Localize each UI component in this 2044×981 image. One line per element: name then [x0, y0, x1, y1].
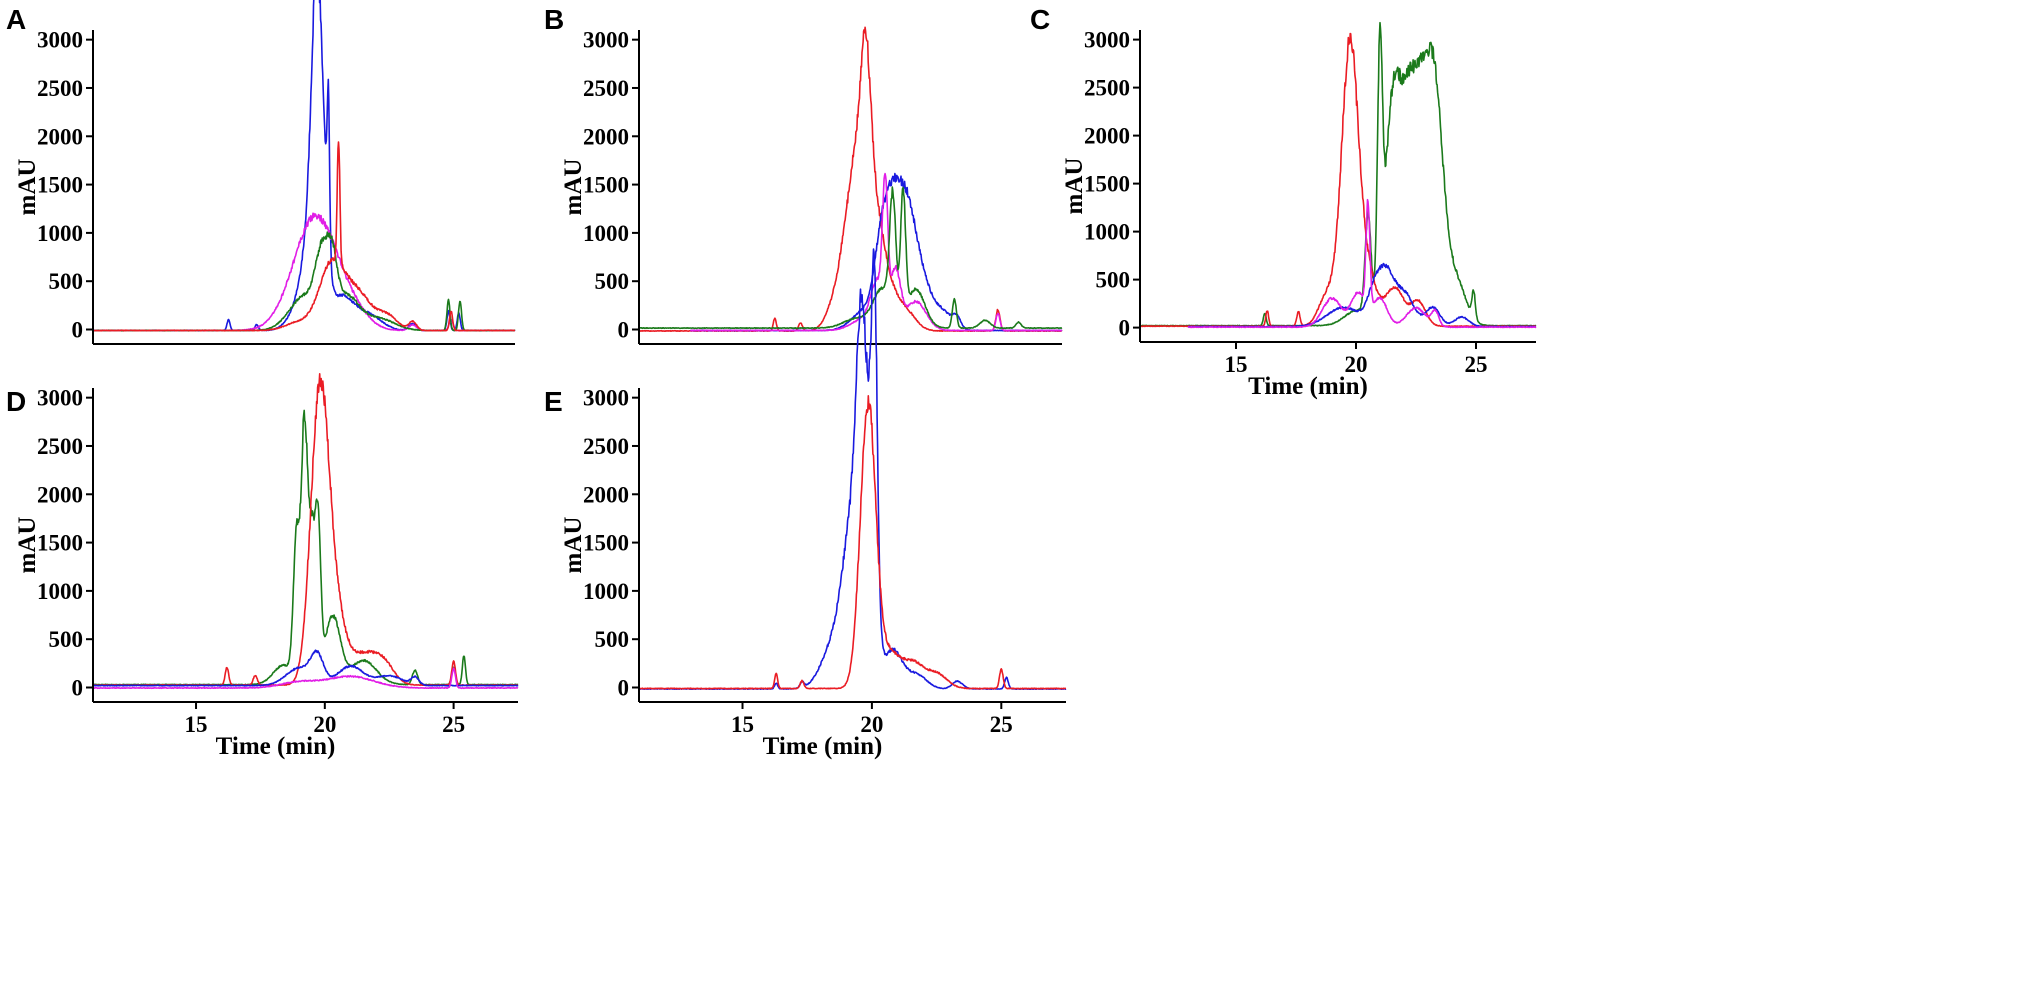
y-tick-label: 2000: [583, 124, 629, 149]
y-tick-label: 0: [618, 318, 630, 343]
chart-svg: 0 500 1000 1500 2000 2500 3000 15 20 25 mAU Time (m…: [1061, 21, 1537, 400]
series-line-red: [92, 373, 519, 687]
chart-svg: 0 500 1000 1500 2000 2500 3000 mAU: [14, 0, 516, 345]
series-group: [638, 26, 1063, 332]
y-tick-label: 1500: [1084, 172, 1130, 197]
chart-svg: 0 500 1000 1500 2000 2500 3000 15 20 25 mAU Time (m…: [560, 248, 1067, 760]
panel-b: B 0 500 1000 1500 2000 2500 3000 mAU: [538, 0, 1068, 390]
y-tick-label: 2000: [37, 124, 83, 149]
panel-d: D 0 500 1000 1500 2000 2500 3000 15 20 25 mAU Time …: [0, 373, 530, 780]
y-tick-label: 0: [72, 676, 84, 701]
y-tick-label: 2500: [1084, 76, 1130, 101]
y-tick-label: 0: [72, 318, 84, 343]
x-tick-label: 20: [860, 712, 883, 737]
x-axis-title: Time (min): [1248, 373, 1368, 400]
series-line-magenta: [92, 667, 519, 690]
series-line-green: [1139, 21, 1537, 327]
y-tick-label: 1500: [37, 531, 83, 556]
y-axis-title: mAU: [560, 159, 587, 216]
y-tick-label: 1500: [37, 173, 83, 198]
panel-letter: B: [544, 4, 565, 35]
y-axis-title: mAU: [1061, 158, 1088, 215]
y-tick-label: 1500: [583, 531, 629, 556]
series-group: [92, 0, 516, 332]
series-line-red: [638, 26, 1063, 332]
y-tick-label: 2500: [583, 76, 629, 101]
x-tick-label: 15: [1225, 352, 1248, 377]
series-line-red: [1139, 32, 1537, 328]
y-tick-label: 500: [49, 627, 84, 652]
y-axis-title: mAU: [14, 159, 41, 216]
series-line-red: [92, 141, 516, 332]
x-axis-title: Time (min): [763, 733, 883, 760]
panel-c: C 0 500 1000 1500 2000 2500 3000 15 20 25 mAU Time …: [1030, 0, 1540, 400]
series-line-green: [638, 186, 1063, 330]
x-tick-label: 25: [1465, 352, 1488, 377]
chart-svg: 0 500 1000 1500 2000 2500 3000 mAU: [560, 26, 1063, 345]
y-tick-label: 3000: [37, 28, 83, 53]
y-tick-label: 3000: [37, 386, 83, 411]
panel-letter: E: [544, 386, 563, 417]
y-tick-label: 3000: [1084, 28, 1130, 53]
y-tick-label: 2500: [583, 434, 629, 459]
series-line-magenta: [690, 172, 1063, 332]
y-tick-label: 3000: [583, 28, 629, 53]
series-line-magenta: [1187, 198, 1537, 329]
series-line-blue: [92, 649, 519, 687]
y-tick-label: 0: [618, 676, 630, 701]
panel-letter: C: [1030, 4, 1051, 35]
panel-letter: A: [6, 4, 27, 35]
chart-svg: 0 500 1000 1500 2000 2500 3000 15 20 25 mAU Time (m…: [14, 373, 519, 760]
x-tick-label: 15: [185, 712, 208, 737]
y-tick-label: 3000: [583, 386, 629, 411]
y-tick-label: 2500: [37, 434, 83, 459]
series-line-green: [92, 409, 519, 686]
panel-e: E 0 500 1000 1500 2000 2500 3000 15 20 25 mAU Time …: [538, 248, 1068, 780]
y-tick-label: 1500: [583, 173, 629, 198]
x-tick-label: 25: [990, 712, 1013, 737]
x-axis-title: Time (min): [216, 733, 336, 760]
series-group: [92, 373, 519, 690]
series-line-red: [638, 395, 1067, 690]
series-group: [1139, 21, 1537, 329]
x-tick-label: 15: [731, 712, 754, 737]
y-tick-label: 0: [1119, 316, 1131, 341]
y-tick-label: 1000: [583, 221, 629, 246]
y-tick-label: 2500: [37, 76, 83, 101]
y-tick-label: 2000: [1084, 124, 1130, 149]
panel-letter: D: [6, 386, 27, 417]
y-tick-label: 2000: [583, 482, 629, 507]
y-axis-title: mAU: [14, 517, 41, 574]
y-tick-label: 1000: [37, 579, 83, 604]
x-tick-label: 20: [313, 712, 336, 737]
x-tick-label: 25: [442, 712, 465, 737]
y-tick-label: 2000: [37, 482, 83, 507]
series-line-blue: [92, 0, 516, 332]
y-tick-label: 1000: [37, 221, 83, 246]
y-tick-label: 500: [1096, 268, 1131, 293]
panel-a: A 0 500 1000 1500 2000 2500 3000 mAU: [0, 0, 520, 370]
x-tick-label: 20: [1345, 352, 1368, 377]
y-axis-title: mAU: [560, 517, 587, 574]
y-tick-label: 500: [49, 269, 84, 294]
y-tick-label: 500: [595, 269, 630, 294]
y-tick-label: 500: [595, 627, 630, 652]
y-tick-label: 1000: [583, 579, 629, 604]
series-group: [638, 248, 1067, 690]
y-tick-label: 1000: [1084, 220, 1130, 245]
